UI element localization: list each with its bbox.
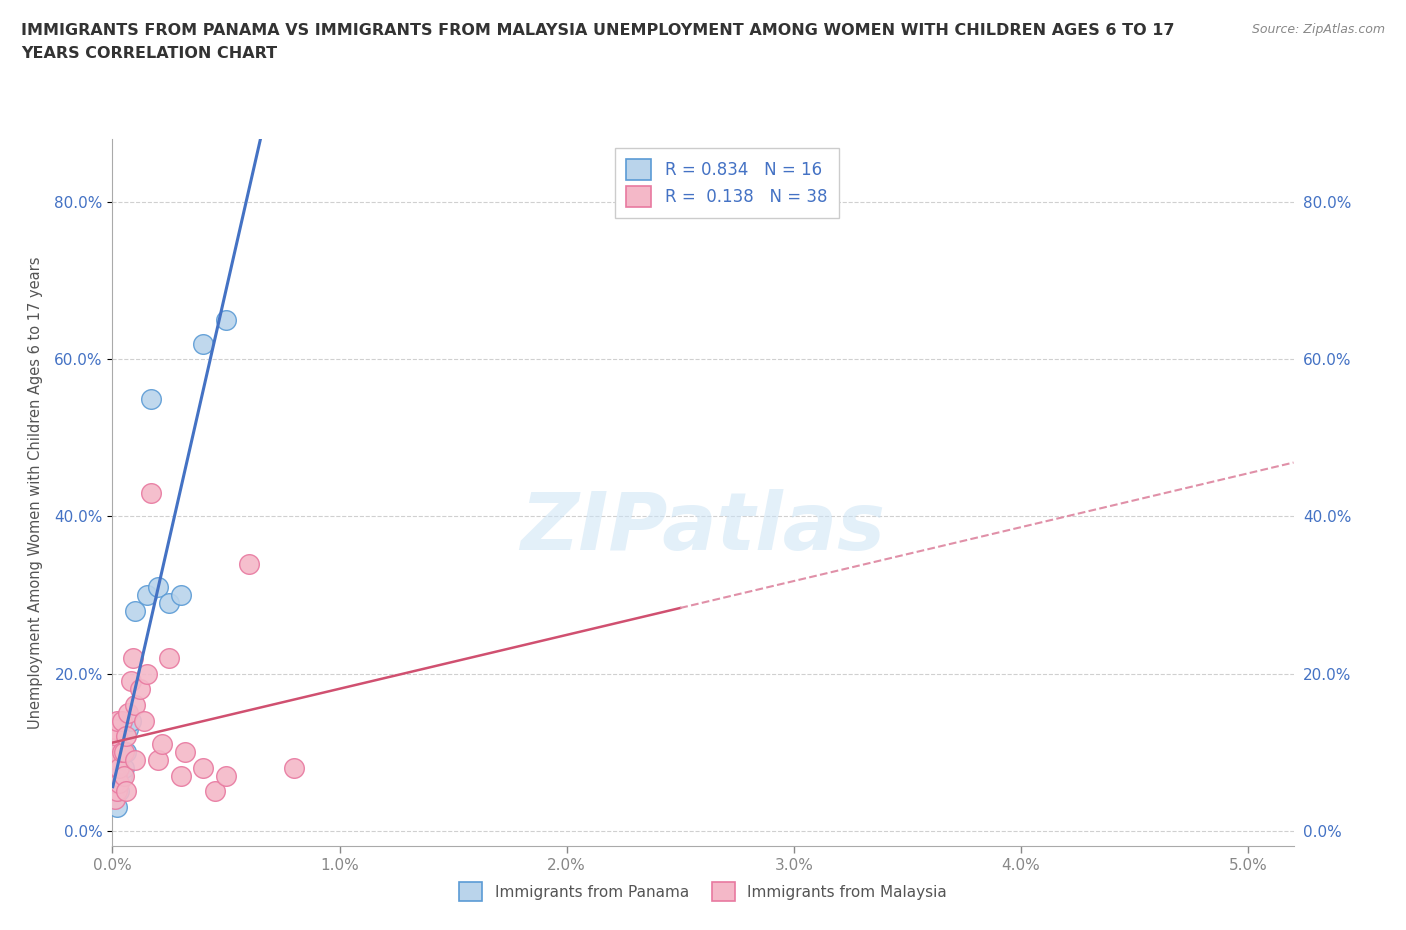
Point	[152, 737, 174, 751]
Point	[157, 595, 180, 610]
Point	[105, 800, 128, 815]
Point	[105, 752, 128, 767]
Point	[110, 745, 132, 760]
Point	[104, 761, 127, 776]
Y-axis label: Unemployment Among Women with Children Ages 6 to 17 years: Unemployment Among Women with Children A…	[28, 257, 44, 729]
Point	[105, 776, 128, 790]
Point	[146, 752, 169, 767]
Point	[193, 337, 215, 352]
Point	[139, 485, 162, 500]
Point	[115, 745, 138, 760]
Point	[139, 392, 162, 406]
Point	[215, 768, 238, 783]
Point	[146, 579, 169, 594]
Point	[108, 761, 131, 776]
Text: IMMIGRANTS FROM PANAMA VS IMMIGRANTS FROM MALAYSIA UNEMPLOYMENT AMONG WOMEN WITH: IMMIGRANTS FROM PANAMA VS IMMIGRANTS FRO…	[21, 23, 1174, 38]
Point	[135, 588, 157, 603]
Point	[174, 745, 197, 760]
Point	[204, 784, 226, 799]
Point	[108, 776, 131, 790]
Text: YEARS CORRELATION CHART: YEARS CORRELATION CHART	[21, 46, 277, 61]
Point	[104, 776, 127, 790]
Point	[124, 604, 146, 618]
Point	[110, 768, 132, 783]
Point	[117, 721, 139, 736]
Point	[169, 768, 191, 783]
Point	[157, 650, 180, 665]
Point	[105, 713, 128, 728]
Point	[238, 556, 260, 571]
Point	[105, 768, 128, 783]
Point	[124, 752, 146, 767]
Point	[112, 768, 135, 783]
Point	[104, 721, 127, 736]
Legend: R = 0.834   N = 16, R =  0.138   N = 38: R = 0.834 N = 16, R = 0.138 N = 38	[614, 148, 839, 219]
Point	[134, 713, 156, 728]
Point	[135, 666, 157, 681]
Point	[124, 698, 146, 712]
Point	[105, 729, 128, 744]
Text: Source: ZipAtlas.com: Source: ZipAtlas.com	[1251, 23, 1385, 36]
Point	[105, 784, 128, 799]
Point	[110, 713, 132, 728]
Point	[128, 682, 150, 697]
Point	[120, 674, 142, 689]
Point	[193, 761, 215, 776]
Point	[117, 705, 139, 720]
Text: ZIPatlas: ZIPatlas	[520, 489, 886, 567]
Point	[122, 650, 145, 665]
Point	[104, 791, 127, 806]
Point	[115, 729, 138, 744]
Point	[112, 761, 135, 776]
Legend: Immigrants from Panama, Immigrants from Malaysia: Immigrants from Panama, Immigrants from …	[447, 870, 959, 913]
Point	[169, 588, 191, 603]
Point	[215, 312, 238, 327]
Point	[120, 713, 142, 728]
Point	[112, 745, 135, 760]
Point	[115, 784, 138, 799]
Point	[108, 784, 131, 799]
Point	[104, 745, 127, 760]
Point	[283, 761, 305, 776]
Point	[104, 768, 127, 783]
